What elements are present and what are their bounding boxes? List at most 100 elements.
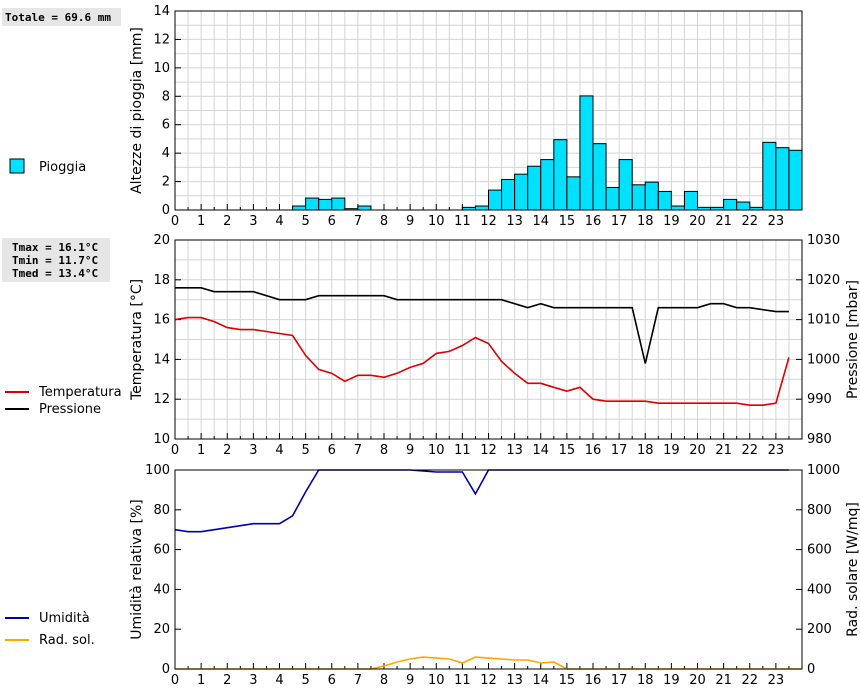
x-tick-label: 9 xyxy=(406,214,414,229)
rain-bar xyxy=(775,147,790,211)
rain-bar xyxy=(566,176,581,211)
x-tick-label: 0 xyxy=(171,214,179,229)
x-tick-label: 20 xyxy=(689,673,706,688)
x-tick-label: 8 xyxy=(380,673,388,688)
y-tick-label: 0 xyxy=(162,662,170,677)
rain-bar xyxy=(723,198,738,211)
plot-frame xyxy=(174,10,803,211)
y-tick-label: 10 xyxy=(153,432,170,447)
temperature-stat: Tmax = 16.1°C xyxy=(12,241,98,254)
y-tick-label: 20 xyxy=(153,233,170,248)
x-tick-label: 21 xyxy=(715,214,732,229)
x-tick-label: 16 xyxy=(585,214,602,229)
x-tick-label: 3 xyxy=(249,214,257,229)
y-tick-label: 14 xyxy=(153,4,170,19)
y2-axis-label: Rad. solare [W/mq] xyxy=(845,502,860,637)
humidity-line xyxy=(174,469,789,533)
y-tick-label: 2 xyxy=(162,175,170,190)
y-tick-label: 10 xyxy=(153,61,170,76)
y2-tick-label: 1000 xyxy=(807,463,840,478)
rain-bar xyxy=(788,149,803,211)
x-tick-label: 15 xyxy=(559,443,576,458)
y-axis-label: Altezze di pioggia [mm] xyxy=(129,27,145,194)
rain-bar xyxy=(292,205,307,211)
rain-bar xyxy=(331,197,346,211)
y-tick-label: 4 xyxy=(162,146,170,161)
x-tick-label: 3 xyxy=(249,443,257,458)
x-tick-label: 13 xyxy=(506,443,523,458)
y2-tick-label: 990 xyxy=(807,392,832,407)
rain-bar xyxy=(553,139,568,211)
x-tick-label: 18 xyxy=(637,673,654,688)
rain-bar xyxy=(357,205,372,211)
legend-swatch-rain xyxy=(9,158,25,174)
x-tick-label: 22 xyxy=(741,214,758,229)
x-tick-label: 14 xyxy=(532,443,549,458)
x-tick-label: 20 xyxy=(689,214,706,229)
x-tick-label: 13 xyxy=(506,673,523,688)
y-tick-label: 40 xyxy=(153,582,170,597)
x-tick-label: 17 xyxy=(611,443,628,458)
x-tick-label: 10 xyxy=(428,673,445,688)
x-tick-label: 12 xyxy=(480,214,497,229)
x-tick-label: 2 xyxy=(223,214,231,229)
x-tick-label: 2 xyxy=(223,673,231,688)
y-tick-label: 12 xyxy=(153,32,170,47)
x-tick-label: 22 xyxy=(741,443,758,458)
x-tick-label: 23 xyxy=(768,214,785,229)
x-tick-label: 8 xyxy=(380,214,388,229)
rain-bar xyxy=(762,141,777,211)
x-tick-label: 12 xyxy=(480,673,497,688)
y-axis-label: Umidità relativa [%] xyxy=(129,499,145,640)
rain-bar xyxy=(527,165,542,211)
y-axis-label: Temperatura [°C] xyxy=(129,279,145,401)
rain-bar xyxy=(318,198,333,211)
x-tick-label: 11 xyxy=(454,673,471,688)
x-tick-label: 16 xyxy=(585,673,602,688)
y-tick-label: 8 xyxy=(162,89,170,104)
y-tick-label: 20 xyxy=(153,622,170,637)
y-tick-label: 12 xyxy=(153,392,170,407)
x-tick-label: 11 xyxy=(454,443,471,458)
rain-bar xyxy=(736,201,751,211)
x-tick-label: 21 xyxy=(715,443,732,458)
y-tick-label: 100 xyxy=(145,463,170,478)
x-tick-label: 7 xyxy=(354,214,362,229)
x-tick-label: 23 xyxy=(768,443,785,458)
x-tick-label: 11 xyxy=(454,214,471,229)
x-tick-label: 17 xyxy=(611,214,628,229)
x-tick-label: 5 xyxy=(301,214,309,229)
x-tick-label: 19 xyxy=(663,214,680,229)
x-tick-label: 13 xyxy=(506,214,523,229)
plot-frame xyxy=(174,469,803,670)
rain-bar xyxy=(605,186,620,211)
legend-label: Umidità xyxy=(39,611,90,626)
rain-bar xyxy=(683,190,698,211)
temperature-line xyxy=(174,316,790,407)
y-tick-label: 18 xyxy=(153,273,170,288)
rain-bar xyxy=(514,173,529,211)
y-tick-label: 60 xyxy=(153,543,170,558)
x-tick-label: 23 xyxy=(768,673,785,688)
rain-bar xyxy=(501,178,516,211)
x-tick-label: 19 xyxy=(663,443,680,458)
y2-tick-label: 200 xyxy=(807,622,832,637)
rain-bar xyxy=(305,197,320,211)
radiation-line xyxy=(175,656,802,670)
x-tick-label: 12 xyxy=(480,443,497,458)
y-tick-label: 16 xyxy=(153,313,170,328)
x-tick-label: 7 xyxy=(354,443,362,458)
x-tick-label: 1 xyxy=(197,443,205,458)
y2-tick-label: 1020 xyxy=(807,273,840,288)
y-tick-label: 80 xyxy=(153,503,170,518)
x-tick-label: 5 xyxy=(301,673,309,688)
x-tick-label: 9 xyxy=(406,673,414,688)
x-tick-label: 5 xyxy=(301,443,309,458)
rain-bar xyxy=(657,190,672,211)
y2-tick-label: 0 xyxy=(807,662,815,677)
legend-label: Rad. sol. xyxy=(39,633,95,648)
y2-axis-label: Pressione [mbar] xyxy=(845,280,860,399)
x-tick-label: 0 xyxy=(171,443,179,458)
